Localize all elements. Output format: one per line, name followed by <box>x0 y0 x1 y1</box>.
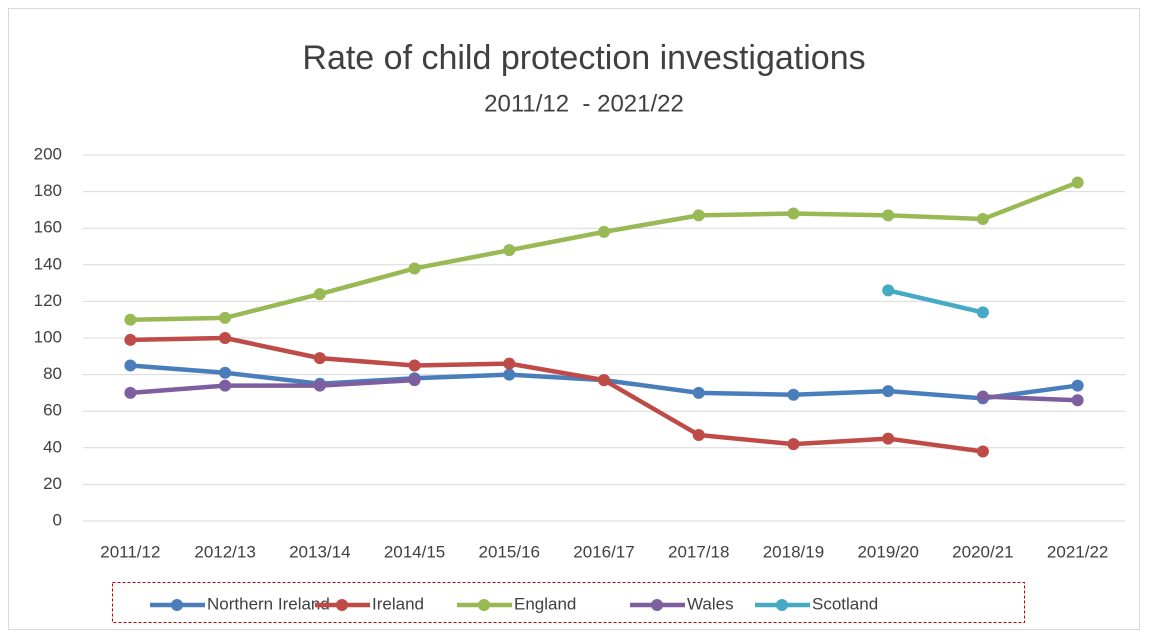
x-tick-label: 2014/15 <box>384 542 445 561</box>
data-point <box>692 428 705 441</box>
data-point <box>1071 379 1084 392</box>
series-line <box>128 335 986 454</box>
legend-marker <box>651 599 663 611</box>
data-point <box>408 359 421 372</box>
data-point <box>882 209 895 222</box>
data-point <box>692 209 705 222</box>
data-point <box>408 374 421 387</box>
data-point <box>124 313 137 326</box>
data-point <box>219 366 232 379</box>
data-point <box>1071 394 1084 407</box>
legend-label: Ireland <box>372 594 424 613</box>
chart-subtitle: 2011/12 - 2021/22 <box>484 90 684 117</box>
x-tick-label: 2011/12 <box>100 542 160 561</box>
y-tick-label: 80 <box>43 364 62 383</box>
data-point <box>598 225 610 238</box>
legend-label: Wales <box>687 594 734 613</box>
data-point <box>219 311 232 324</box>
y-tick-label: 200 <box>34 144 62 163</box>
series-line <box>128 377 1080 403</box>
legend-marker <box>336 599 348 611</box>
y-tick-label: 60 <box>43 401 62 420</box>
x-tick-label: 2019/20 <box>857 542 918 561</box>
legend-label: Northern Ireland <box>207 594 330 613</box>
data-point <box>1071 176 1084 189</box>
data-point <box>313 352 326 365</box>
y-tick-label: 140 <box>34 254 62 273</box>
x-tick-label: 2021/22 <box>1047 542 1108 561</box>
data-point <box>976 306 989 319</box>
legend-marker <box>776 599 788 611</box>
data-point <box>219 332 232 344</box>
data-point <box>787 438 800 451</box>
y-tick-label: 160 <box>34 218 62 237</box>
y-tick-label: 100 <box>34 327 62 346</box>
data-point <box>976 445 989 458</box>
x-tick-label: 2017/18 <box>668 542 729 561</box>
legend-box <box>112 582 1025 623</box>
legend-label: England <box>514 594 576 613</box>
data-point <box>124 333 137 346</box>
series-line <box>885 288 986 315</box>
data-point <box>692 386 705 399</box>
data-point <box>598 374 610 387</box>
x-tick-label: 2020/21 <box>952 542 1013 561</box>
x-tick-label: 2012/13 <box>194 542 255 561</box>
x-tick-label: 2018/19 <box>763 542 824 561</box>
data-point <box>882 432 895 445</box>
data-point <box>219 379 232 392</box>
x-tick-label: 2015/16 <box>479 542 540 561</box>
data-point <box>503 368 516 381</box>
y-tick-label: 40 <box>43 437 62 456</box>
y-tick-label: 0 <box>53 510 62 529</box>
data-point <box>976 390 989 403</box>
data-point <box>408 262 421 275</box>
data-point <box>787 207 800 220</box>
data-point <box>313 379 326 392</box>
data-point <box>787 388 800 401</box>
data-point <box>124 359 137 372</box>
chart-title: Rate of child protection investigations <box>302 39 865 77</box>
data-point <box>976 213 989 226</box>
data-point <box>124 386 137 399</box>
legend-label: Scotland <box>812 594 878 613</box>
data-point <box>882 385 895 398</box>
y-tick-label: 180 <box>34 181 62 200</box>
data-point <box>882 284 895 297</box>
legend-marker <box>478 599 490 611</box>
data-point <box>313 288 326 301</box>
y-tick-label: 20 <box>43 474 62 493</box>
legend-marker <box>171 599 183 611</box>
x-tick-label: 2016/17 <box>573 542 634 561</box>
y-tick-label: 120 <box>34 291 62 310</box>
x-tick-label: 2013/14 <box>289 542 350 561</box>
data-point <box>503 357 516 370</box>
data-point <box>503 244 516 257</box>
